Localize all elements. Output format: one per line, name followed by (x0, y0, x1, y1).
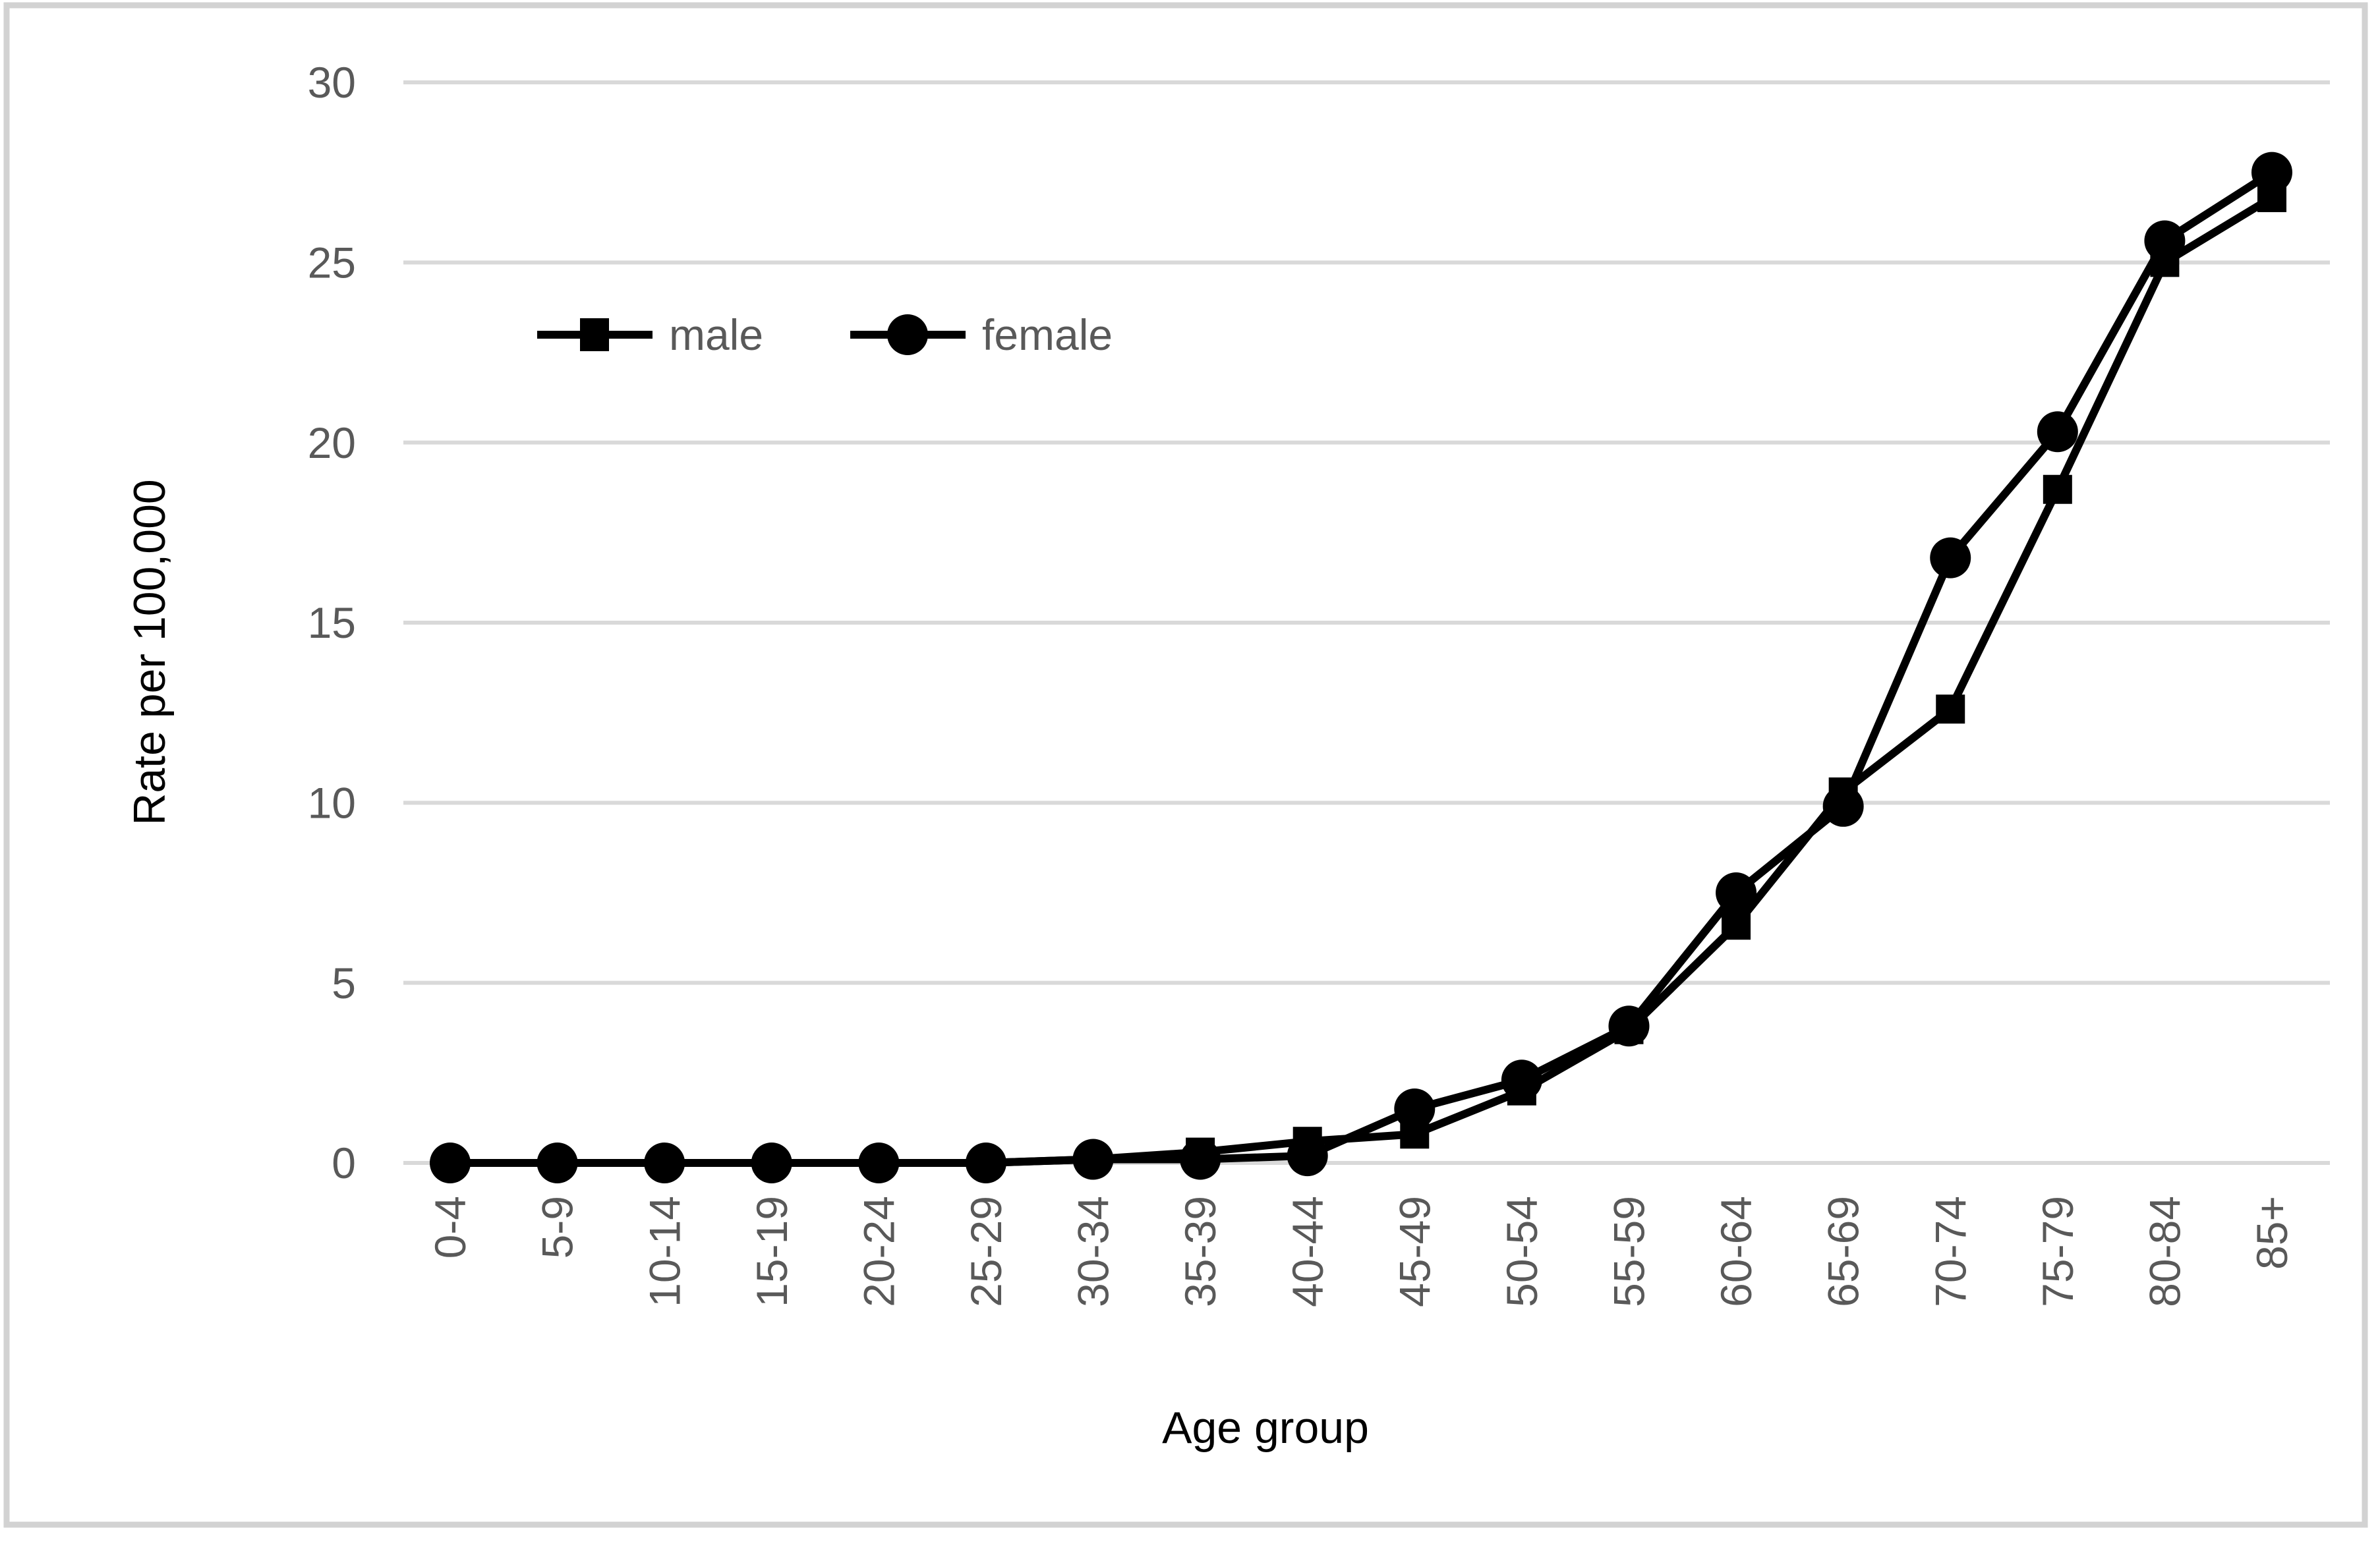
x-tick-label: 40-44 (1283, 1196, 1332, 1307)
x-tick-label: 85+ (2248, 1196, 2296, 1270)
x-tick-label: 0-4 (426, 1196, 475, 1258)
y-tick-label: 5 (332, 959, 356, 1007)
x-tick-label: 45-49 (1390, 1196, 1439, 1307)
x-tick-label: 50-54 (1497, 1196, 1546, 1307)
x-tick-label: 25-29 (962, 1196, 1010, 1307)
data-point-female (1822, 785, 1864, 827)
data-point-female (1716, 872, 1757, 913)
data-point-female (2144, 220, 2186, 262)
x-tick-label: 60-64 (1712, 1196, 1760, 1307)
y-tick-label: 20 (308, 418, 356, 467)
legend-square-marker-icon (580, 318, 609, 351)
data-point-female (430, 1143, 471, 1183)
data-point-female (537, 1143, 578, 1183)
x-tick-label: 5-9 (533, 1196, 582, 1258)
data-point-male (1722, 911, 1751, 940)
y-tick-label: 25 (308, 238, 356, 287)
x-tick-label: 70-74 (1926, 1196, 1975, 1307)
x-tick-label: 20-24 (854, 1196, 903, 1307)
data-point-female (751, 1143, 792, 1183)
data-point-female (1287, 1135, 1328, 1177)
x-tick-label: 75-79 (2033, 1196, 2082, 1307)
data-point-female (858, 1143, 900, 1183)
y-tick-label: 10 (308, 778, 356, 827)
x-tick-label: 80-84 (2141, 1196, 2190, 1307)
data-point-female (644, 1143, 685, 1183)
y-tick-label: 30 (308, 58, 356, 107)
x-axis-title: Age group (1162, 1403, 1369, 1453)
data-point-male (2043, 474, 2072, 504)
legend-label-female: female (982, 310, 1113, 359)
x-tick-label: 10-14 (640, 1196, 689, 1307)
data-point-female (1608, 1005, 1650, 1047)
data-point-female (1394, 1088, 1436, 1129)
data-point-female (2251, 152, 2292, 193)
data-point-female (1180, 1139, 1221, 1180)
legend-label-male: male (669, 310, 763, 359)
y-tick-label: 0 (332, 1139, 356, 1187)
x-tick-label: 30-34 (1069, 1196, 1118, 1307)
figure-border (3, 2, 2368, 1528)
x-tick-label: 35-39 (1176, 1196, 1225, 1307)
data-point-male (1936, 694, 1965, 724)
data-point-female (1501, 1059, 1542, 1101)
y-axis-title: Rate per 100,000 (125, 479, 175, 826)
x-tick-label: 15-19 (747, 1196, 796, 1307)
data-point-female (1072, 1139, 1114, 1180)
x-tick-label: 55-59 (1605, 1196, 1654, 1307)
y-tick-label: 15 (308, 598, 356, 647)
data-point-female (965, 1143, 1006, 1183)
x-tick-label: 65-69 (1819, 1196, 1868, 1307)
data-point-female (2037, 411, 2078, 453)
data-point-female (1930, 537, 1971, 579)
legend-circle-marker-icon (887, 314, 928, 355)
